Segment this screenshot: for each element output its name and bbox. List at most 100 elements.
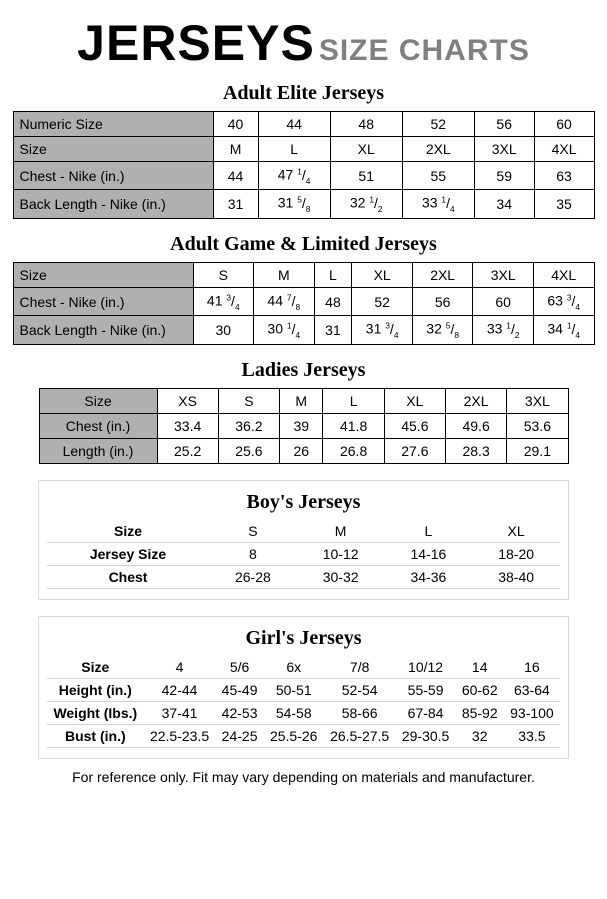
cell: 31 <box>213 190 258 218</box>
row-label: Size <box>13 137 213 162</box>
cell: 30 <box>193 316 254 344</box>
row-label: Size <box>47 656 144 679</box>
cell: 10/12 <box>396 656 456 679</box>
cell: 85-92 <box>456 701 504 724</box>
cell: 7/8 <box>324 656 396 679</box>
cell: 56 <box>474 112 534 137</box>
row-label: Back Length - Nike (in.) <box>13 190 213 218</box>
cell: 16 <box>504 656 560 679</box>
cell: L <box>385 520 473 543</box>
cell: 41.8 <box>323 413 384 438</box>
cell: 3XL <box>474 137 534 162</box>
cell: 55 <box>402 162 474 190</box>
cell: 6x <box>264 656 324 679</box>
cell: 36.2 <box>218 413 279 438</box>
cell: 2XL <box>402 137 474 162</box>
cell: 60 <box>473 287 534 315</box>
row-label: Height (in.) <box>47 678 144 701</box>
cell: 3XL <box>507 388 568 413</box>
cell: 26.8 <box>323 438 384 463</box>
cell: 34 <box>474 190 534 218</box>
cell: 52 <box>352 287 413 315</box>
cell: 53.6 <box>507 413 568 438</box>
cell: XL <box>472 520 560 543</box>
cell: 31 <box>314 316 352 344</box>
cell: 58-66 <box>324 701 396 724</box>
cell: 37-41 <box>144 701 216 724</box>
t1-title: Adult Elite Jerseys <box>8 82 599 105</box>
table-row: SizeSMLXL <box>47 520 560 543</box>
cell: 54-58 <box>264 701 324 724</box>
cell: 14 <box>456 656 504 679</box>
ladies-table: SizeXSSMLXL2XL3XLChest (in.)33.436.23941… <box>39 388 569 464</box>
row-label: Weight (Ibs.) <box>47 701 144 724</box>
cell: 47 1/4 <box>258 162 330 190</box>
cell: 4 <box>144 656 216 679</box>
cell: 2XL <box>445 388 506 413</box>
cell: L <box>314 262 352 287</box>
cell: 59 <box>474 162 534 190</box>
cell: L <box>323 388 384 413</box>
cell: 48 <box>314 287 352 315</box>
cell: M <box>280 388 323 413</box>
cell: 56 <box>412 287 473 315</box>
table-row: Numeric Size404448525660 <box>13 112 594 137</box>
table-row: Chest - Nike (in.)41 3/444 7/84852566063… <box>13 287 594 315</box>
cell: M <box>213 137 258 162</box>
cell: 29.1 <box>507 438 568 463</box>
cell: XL <box>384 388 445 413</box>
row-label: Bust (in.) <box>47 724 144 747</box>
cell: 14-16 <box>385 542 473 565</box>
cell: 25.6 <box>218 438 279 463</box>
cell: 45-49 <box>215 678 263 701</box>
row-label: Length (in.) <box>39 438 157 463</box>
cell: 18-20 <box>472 542 560 565</box>
cell: 4XL <box>534 137 594 162</box>
cell: 27.6 <box>384 438 445 463</box>
row-label: Chest <box>47 565 209 588</box>
cell: 33.4 <box>157 413 218 438</box>
cell: XL <box>352 262 413 287</box>
t4-title: Boy's Jerseys <box>47 491 560 514</box>
t2-title: Adult Game & Limited Jerseys <box>8 233 599 256</box>
cell: 51 <box>330 162 402 190</box>
table-row: Jersey Size810-1214-1618-20 <box>47 542 560 565</box>
footnote: For reference only. Fit may vary dependi… <box>8 769 599 785</box>
table-row: Size45/66x7/810/121416 <box>47 656 560 679</box>
cell: 52 <box>402 112 474 137</box>
cell: 28.3 <box>445 438 506 463</box>
table-row: Weight (Ibs.)37-4142-5354-5858-6667-8485… <box>47 701 560 724</box>
table-row: Back Length - Nike (in.)3030 1/43131 3/4… <box>13 316 594 344</box>
boys-box: Boy's Jerseys SizeSMLXLJersey Size810-12… <box>38 480 569 600</box>
cell: 32 <box>456 724 504 747</box>
girls-box: Girl's Jerseys Size45/66x7/810/121416Hei… <box>38 616 569 759</box>
cell: 60-62 <box>456 678 504 701</box>
row-label: Size <box>47 520 209 543</box>
cell: 8 <box>209 542 297 565</box>
cell: 26.5-27.5 <box>324 724 396 747</box>
girls-table: Size45/66x7/810/121416Height (in.)42-444… <box>47 656 560 748</box>
cell: 5/6 <box>215 656 263 679</box>
cell: 26 <box>280 438 323 463</box>
cell: 44 <box>213 162 258 190</box>
page-title: JERSEYSSIZE CHARTS <box>8 18 599 68</box>
cell: 32 1/2 <box>330 190 402 218</box>
cell: 2XL <box>412 262 473 287</box>
row-label: Chest (in.) <box>39 413 157 438</box>
cell: XL <box>330 137 402 162</box>
cell: 93-100 <box>504 701 560 724</box>
adult-game-table: SizeSMLXL2XL3XL4XLChest - Nike (in.)41 3… <box>13 262 595 345</box>
cell: 10-12 <box>297 542 385 565</box>
t3-title: Ladies Jerseys <box>8 359 599 382</box>
cell: 33 1/2 <box>473 316 534 344</box>
cell: XS <box>157 388 218 413</box>
cell: 63 3/4 <box>533 287 594 315</box>
boys-table: SizeSMLXLJersey Size810-1214-1618-20Ches… <box>47 520 560 589</box>
cell: 44 <box>258 112 330 137</box>
cell: 50-51 <box>264 678 324 701</box>
cell: 49.6 <box>445 413 506 438</box>
title-big: JERSEYS <box>77 15 315 71</box>
table-row: Chest26-2830-3234-3638-40 <box>47 565 560 588</box>
cell: 33.5 <box>504 724 560 747</box>
row-label: Size <box>39 388 157 413</box>
